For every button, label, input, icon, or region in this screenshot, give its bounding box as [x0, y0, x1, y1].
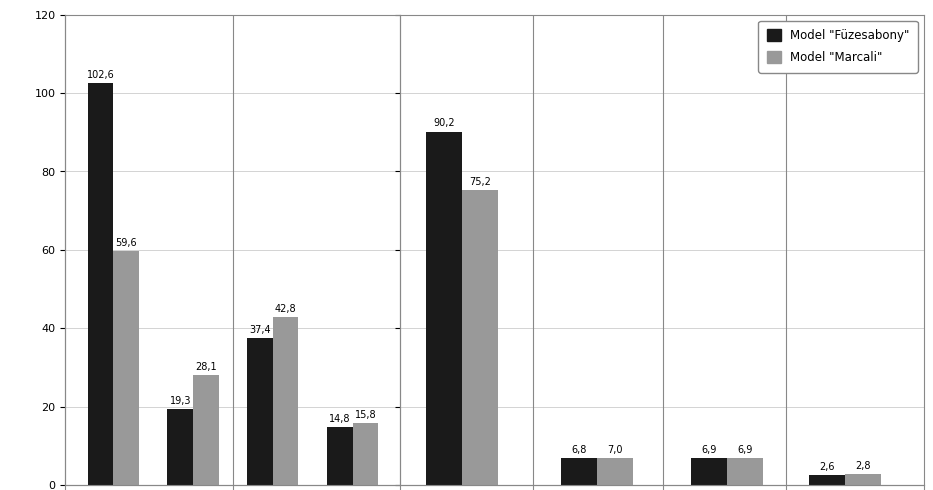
- Text: 15,8: 15,8: [355, 410, 376, 420]
- Text: 28,1: 28,1: [195, 362, 216, 372]
- Text: 2,8: 2,8: [856, 461, 870, 471]
- Text: 6,9: 6,9: [701, 445, 717, 455]
- Bar: [690, 458, 727, 485]
- Bar: [597, 458, 634, 485]
- Bar: [426, 131, 463, 485]
- Text: 6,8: 6,8: [572, 445, 587, 455]
- Bar: [113, 251, 139, 485]
- Bar: [193, 375, 218, 485]
- Text: 59,6: 59,6: [115, 238, 137, 248]
- Bar: [167, 410, 193, 485]
- Text: 37,4: 37,4: [249, 325, 271, 335]
- Text: 7,0: 7,0: [607, 444, 623, 455]
- Bar: [88, 83, 113, 485]
- Text: 2,6: 2,6: [819, 462, 835, 472]
- Bar: [809, 475, 845, 485]
- Bar: [272, 318, 299, 485]
- Legend: Model "Füzesabony", Model "Marcali": Model "Füzesabony", Model "Marcali": [759, 21, 918, 73]
- Bar: [353, 423, 378, 485]
- Text: 75,2: 75,2: [469, 177, 492, 187]
- Bar: [327, 427, 353, 485]
- Bar: [562, 459, 597, 485]
- Text: 19,3: 19,3: [170, 396, 191, 406]
- Text: 102,6: 102,6: [87, 70, 115, 80]
- Bar: [727, 458, 763, 485]
- Text: 90,2: 90,2: [434, 119, 455, 128]
- Text: 6,9: 6,9: [737, 445, 752, 455]
- Bar: [247, 339, 272, 485]
- Bar: [845, 474, 881, 485]
- Bar: [463, 190, 498, 485]
- Text: 14,8: 14,8: [329, 414, 351, 424]
- Text: 42,8: 42,8: [274, 304, 297, 314]
